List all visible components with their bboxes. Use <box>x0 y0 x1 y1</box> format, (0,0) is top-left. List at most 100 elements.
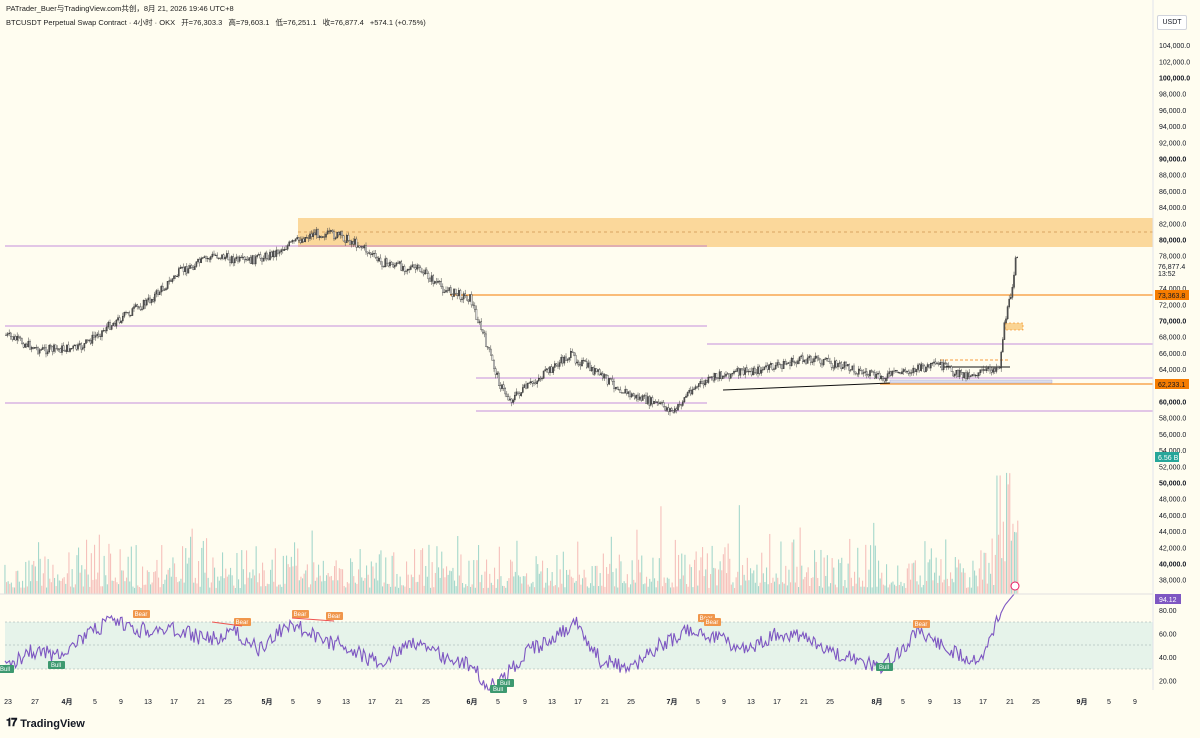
price-tick: 46,000.0 <box>1159 513 1186 520</box>
volume-bar <box>551 572 553 594</box>
candle-body <box>174 275 177 277</box>
volume-bar <box>394 586 396 594</box>
candle-body <box>995 366 998 372</box>
candle-body <box>294 238 297 242</box>
candle-body <box>526 383 529 389</box>
volume-bar <box>833 567 835 594</box>
volume-bar <box>298 580 300 594</box>
candle-body <box>285 248 287 250</box>
candle-body <box>923 365 926 372</box>
candle-body <box>762 369 764 371</box>
time-tick: 9 <box>1133 699 1137 706</box>
bear-tag <box>292 610 309 618</box>
currency-button[interactable]: USDT <box>1157 15 1187 30</box>
candle-body <box>354 238 356 245</box>
volume-bar <box>151 582 153 594</box>
volume-bar <box>84 569 86 594</box>
candle-body <box>928 364 930 369</box>
volume-bar <box>196 583 198 594</box>
candle-body <box>957 370 959 377</box>
candle-body <box>1010 297 1012 300</box>
candle-body <box>512 399 514 403</box>
candle-body <box>533 382 535 384</box>
volume-bar <box>442 568 444 594</box>
supply-zone[interactable] <box>298 218 1153 247</box>
candle-body <box>45 347 47 355</box>
volume-bar <box>70 586 72 594</box>
candle-body <box>834 360 836 369</box>
trend-line[interactable] <box>722 382 891 391</box>
symbol-title[interactable]: BTCUSDT Perpetual Swap Contract · 4小时 · … <box>6 18 176 27</box>
candle-body <box>307 237 310 239</box>
volume-bar <box>804 576 806 594</box>
tradingview-footer[interactable]: 𝟏𝟕 TradingView <box>6 717 85 730</box>
volume-bar <box>474 587 476 594</box>
rsi-alert-icon[interactable] <box>1010 581 1020 591</box>
volume-bar <box>177 582 179 594</box>
candle-body <box>939 362 942 365</box>
volume-bar <box>297 548 299 594</box>
brand-name: TradingView <box>20 717 85 730</box>
candle-body <box>766 365 769 370</box>
volume-bar <box>241 550 243 594</box>
candle-body <box>944 362 946 364</box>
volume-bar <box>834 584 836 594</box>
volume-bar <box>398 587 400 594</box>
volume-bar <box>636 529 638 594</box>
volume-bar <box>446 566 448 594</box>
candle-body <box>648 396 650 406</box>
order-block-box[interactable] <box>1004 322 1024 331</box>
volume-bar <box>690 567 692 594</box>
volume-bar <box>538 573 540 594</box>
volume-bar <box>465 584 467 594</box>
rsi-line[interactable] <box>4 593 1015 691</box>
volume-bar <box>318 564 320 594</box>
volume-bar <box>830 583 832 594</box>
candle-body <box>715 373 718 378</box>
volume-bar <box>185 548 187 594</box>
volume-bar <box>46 587 48 594</box>
candle-body <box>880 376 882 380</box>
candle-body <box>331 230 334 232</box>
time-tick: 7月 <box>667 698 678 706</box>
candle-body <box>566 359 569 361</box>
volume-bar <box>407 574 409 594</box>
time-tick: 21 <box>1006 699 1014 706</box>
candle-body <box>574 354 577 364</box>
time-axis[interactable]: 23 27 4月 5 9 13 17 21 25 5月 5 9 13 17 21 25 6月 5 9 13 17 21 25… <box>4 698 1137 706</box>
volume-bar <box>148 571 150 594</box>
candle-body <box>659 402 662 405</box>
volume-bar <box>535 556 537 594</box>
volume-bar <box>567 574 569 594</box>
volume-bar <box>943 579 945 594</box>
volume-bar <box>770 582 772 594</box>
candle-body <box>866 371 868 375</box>
candle-body <box>539 377 542 380</box>
volume-bar <box>846 587 848 594</box>
candle-body <box>229 259 231 263</box>
volume-bar <box>510 559 512 594</box>
volume-bar <box>878 560 880 594</box>
candle-body <box>360 246 363 248</box>
demand-box[interactable] <box>889 379 1053 384</box>
candle-body <box>488 347 491 350</box>
candle-body <box>42 347 44 350</box>
price-axis[interactable]: 104,000.0 102,000.0 100,000.0 98,000.0 96,00… <box>1159 43 1190 585</box>
candle-body <box>541 378 543 380</box>
candle-body <box>338 232 340 236</box>
rsi-axis[interactable]: 80.00 60.00 40.00 20.00 <box>1159 608 1177 686</box>
candle-body <box>643 395 646 397</box>
volume-bar <box>946 578 948 594</box>
volume-bar <box>462 583 464 594</box>
candle-body <box>152 299 155 302</box>
volume-bar <box>924 541 926 594</box>
volume-bar <box>919 575 921 594</box>
candle-body <box>637 394 639 400</box>
candle-body <box>589 362 591 371</box>
price-tick: 70,000.0 <box>1159 319 1186 326</box>
candle-body <box>134 304 137 307</box>
candle-body <box>546 368 548 370</box>
candle-body <box>406 268 409 272</box>
candle-body <box>137 306 140 308</box>
